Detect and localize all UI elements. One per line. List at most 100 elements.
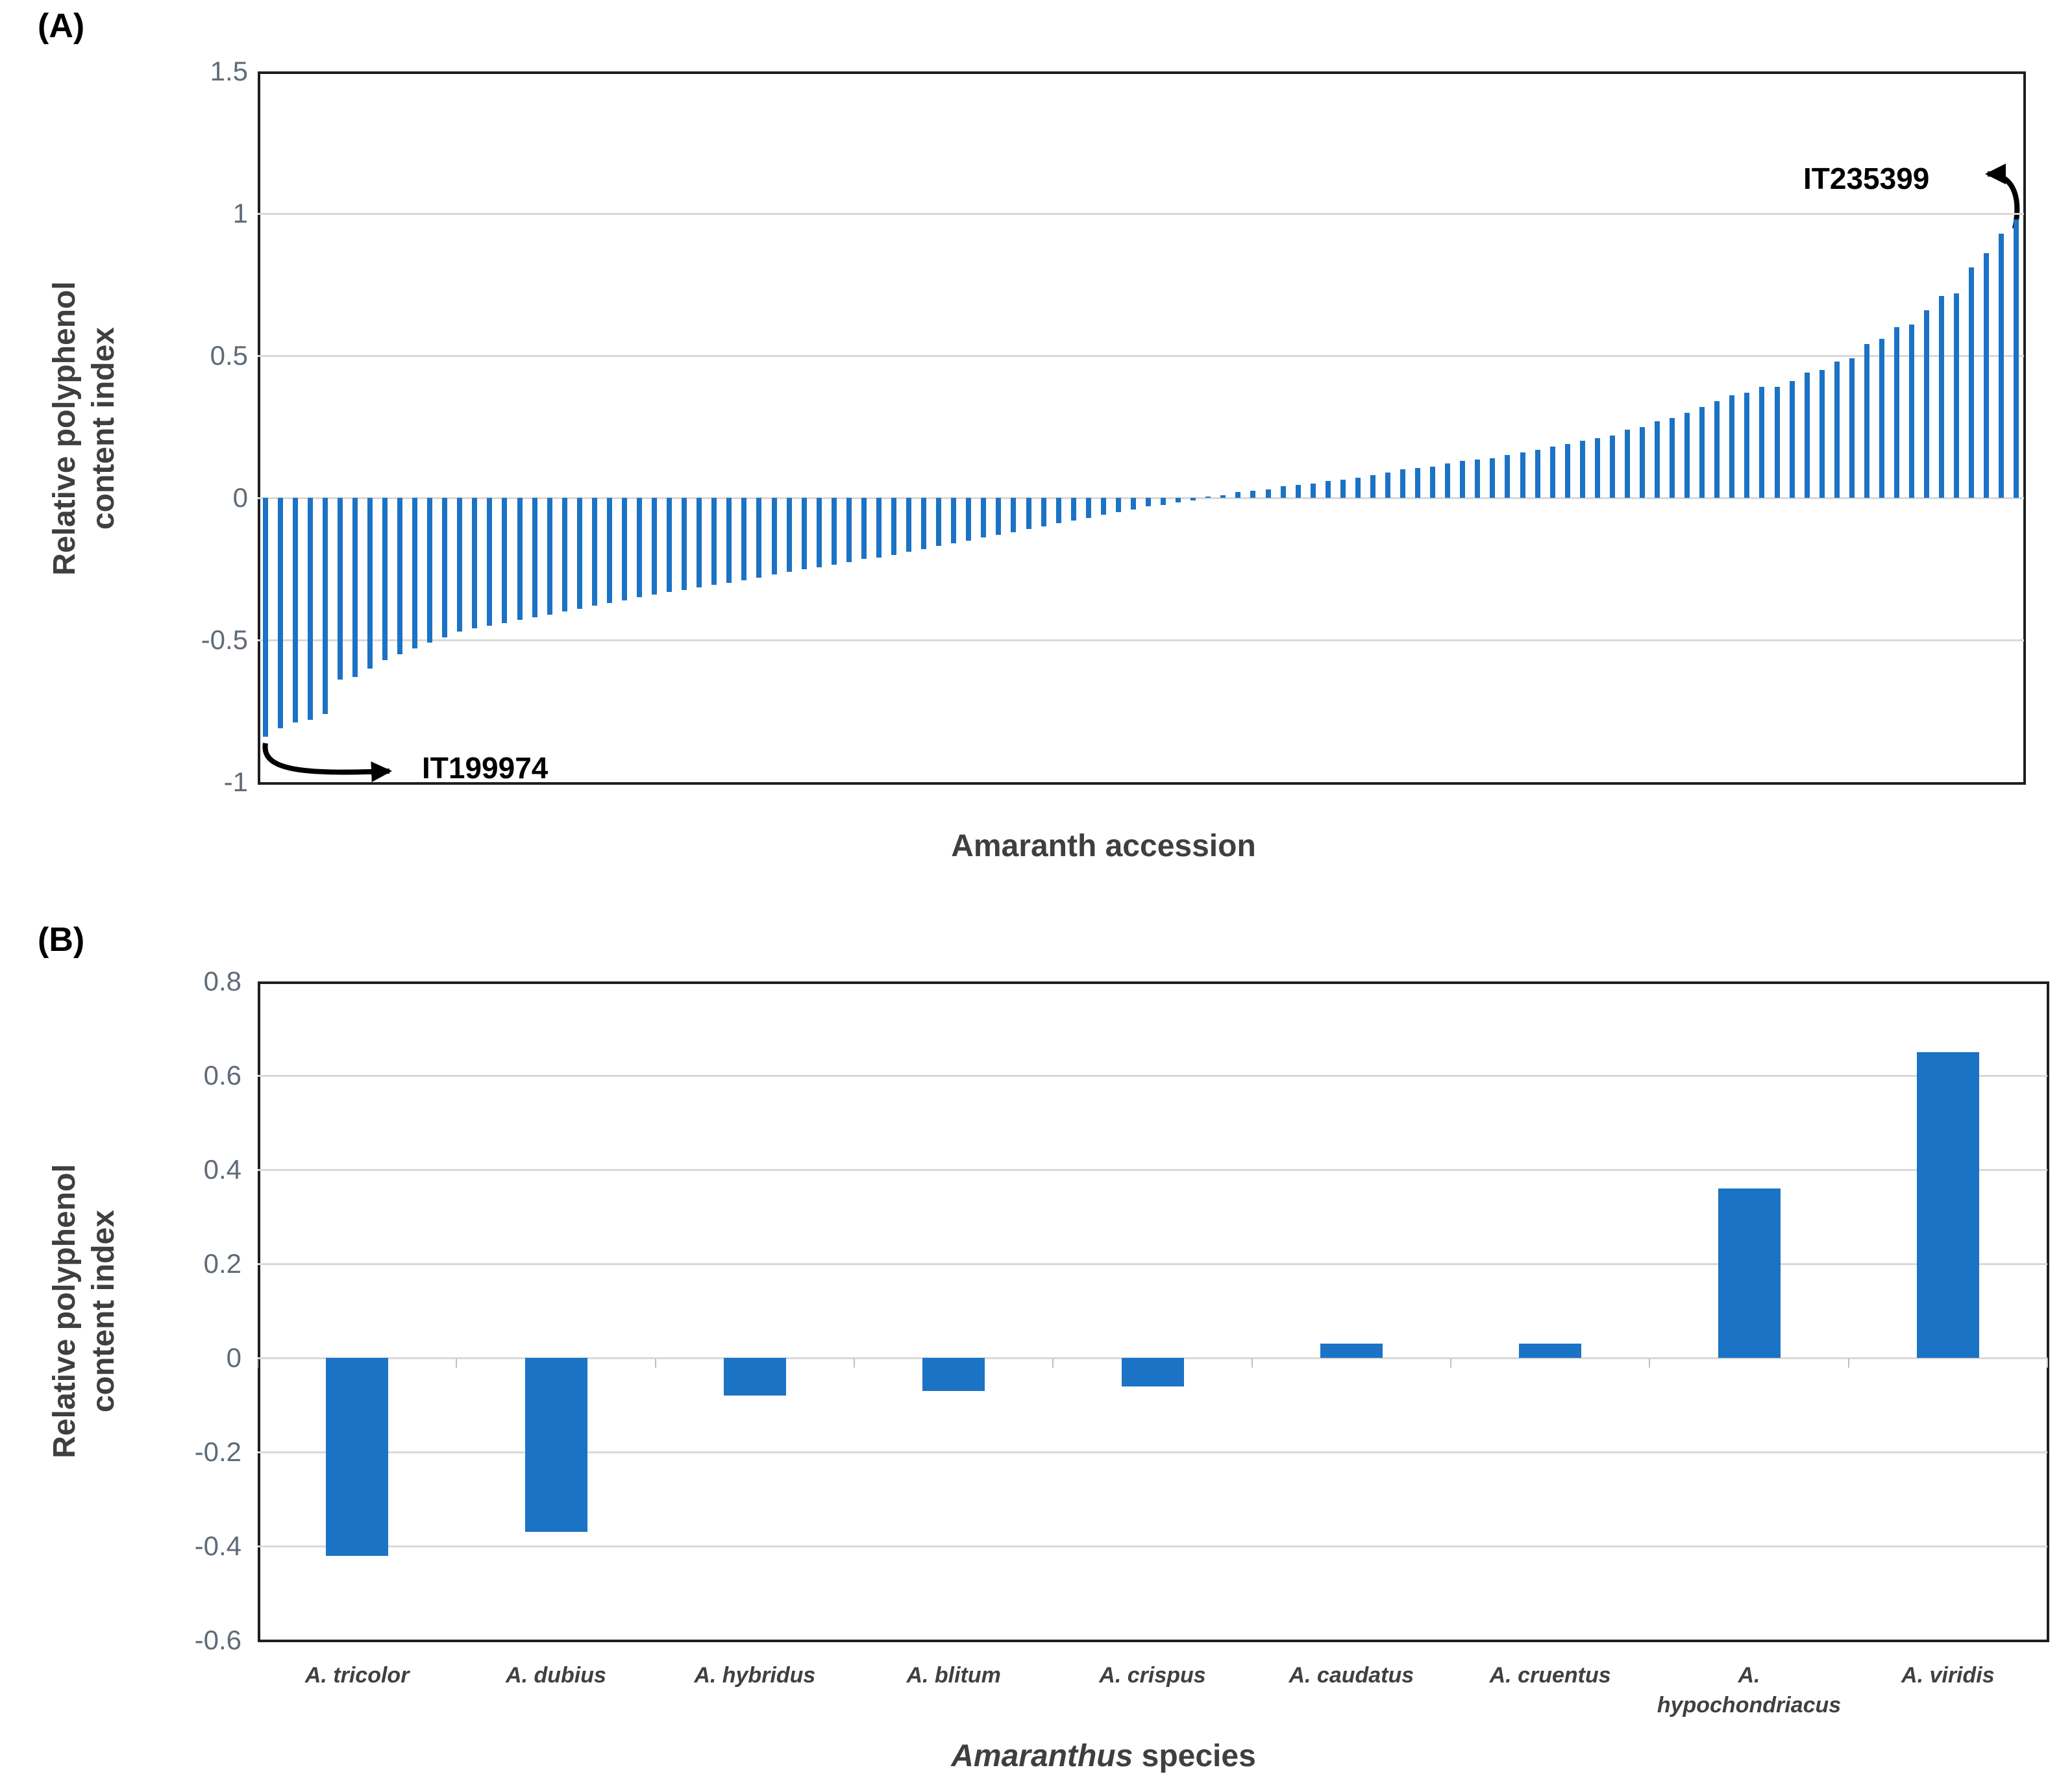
accession-bar xyxy=(771,498,777,575)
accession-bar xyxy=(996,498,1002,535)
accession-bar xyxy=(547,498,552,615)
accession-bar xyxy=(1879,338,1884,498)
accession-bar xyxy=(517,498,523,621)
accession-bar xyxy=(1849,358,1855,498)
accession-bar xyxy=(1415,468,1421,498)
species-category-label-line: A. cruentus xyxy=(1489,1663,1611,1688)
species-axis-tick xyxy=(1450,1359,1451,1368)
panel-b-y-axis-title-line1: Relative polyphenol xyxy=(47,1164,82,1459)
accession-bar xyxy=(1729,395,1735,498)
species-axis-tick xyxy=(1052,1359,1054,1368)
accession-bar xyxy=(1041,498,1046,526)
accession-bar xyxy=(561,498,567,612)
species-category-label-line: A. crispus xyxy=(1099,1663,1206,1688)
accession-bar xyxy=(1594,438,1600,498)
panel-b-y-axis-title-line2: content index xyxy=(86,1209,121,1413)
panel-b-x-axis-title: Amaranthus species xyxy=(221,1738,1986,1774)
panel-a-y-axis-title: Relative polyphenol content index xyxy=(45,281,123,575)
accession-bar xyxy=(891,498,897,555)
accession-bar xyxy=(262,498,268,737)
accession-bar xyxy=(1609,435,1615,498)
species-y-tick-label: -0.2 xyxy=(194,1436,241,1467)
accession-bar xyxy=(367,498,373,669)
accession-bar xyxy=(1834,361,1840,498)
accession-bar xyxy=(1670,418,1675,498)
accession-bar xyxy=(2014,219,2019,498)
accession-bar xyxy=(382,498,388,660)
accession-bar xyxy=(1161,498,1166,505)
accession-bar xyxy=(1280,486,1286,498)
panel-a-letter: (A) xyxy=(38,7,85,45)
panel-b-x-axis-title-genus: Amaranthus xyxy=(951,1739,1133,1773)
accession-bar xyxy=(1924,310,1930,498)
accession-bar xyxy=(1714,401,1720,498)
accession-bar xyxy=(591,498,597,606)
accession-bar xyxy=(1026,498,1031,530)
accession-bar xyxy=(397,498,403,654)
annotation-max-accession: IT235399 xyxy=(1803,162,1930,195)
species-category-label: A. cruentus xyxy=(1440,1660,1660,1690)
accession-bar xyxy=(1804,373,1810,498)
accession-bar xyxy=(472,498,478,629)
accession-bar xyxy=(966,498,972,541)
accession-bar xyxy=(1909,324,1915,498)
accession-bar xyxy=(277,498,283,728)
accession-bar xyxy=(412,498,418,649)
accession-bar xyxy=(1954,293,1960,498)
accession-bar xyxy=(981,498,987,538)
accession-gridline xyxy=(258,497,2024,499)
panel-b-plot-frame xyxy=(258,981,2049,1642)
accession-bar xyxy=(1430,466,1436,498)
species-gridline xyxy=(258,1451,2047,1453)
accession-bar xyxy=(1355,478,1361,498)
accession-bar xyxy=(307,498,313,720)
species-gridline xyxy=(258,1545,2047,1547)
accession-bar xyxy=(1684,412,1690,498)
panel-a-plot-frame xyxy=(258,71,2026,785)
accession-bar xyxy=(427,498,433,643)
species-y-tick-label: 0.2 xyxy=(203,1248,241,1279)
accession-bar xyxy=(1639,426,1645,498)
species-category-label: A. blitum xyxy=(843,1660,1064,1690)
species-gridline xyxy=(258,1169,2047,1171)
accession-bar xyxy=(1340,479,1346,498)
accession-y-tick-label: 0.5 xyxy=(210,340,248,371)
accession-bar xyxy=(1624,429,1630,498)
species-bar xyxy=(1718,1188,1781,1358)
accession-bar xyxy=(1130,498,1136,510)
accession-bar xyxy=(921,498,927,549)
accession-bar xyxy=(1205,496,1211,498)
accession-bar xyxy=(1176,498,1181,502)
accession-bar xyxy=(1655,421,1660,498)
species-category-label-line: A. viridis xyxy=(1901,1663,1995,1688)
accession-bar xyxy=(1100,498,1106,515)
accession-bar xyxy=(1146,498,1152,507)
accession-bar xyxy=(576,498,582,609)
species-bar xyxy=(1320,1344,1383,1358)
accession-bar xyxy=(606,498,612,604)
accession-bar xyxy=(1564,443,1570,498)
accession-bar xyxy=(816,498,822,568)
panel-a-y-axis-title-line1: Relative polyphenol xyxy=(47,281,82,576)
accession-y-tick-label: 0 xyxy=(232,482,248,513)
species-axis-tick xyxy=(854,1359,855,1368)
accession-bar xyxy=(1400,469,1406,498)
accession-bar xyxy=(1190,498,1196,501)
accession-bar xyxy=(1370,474,1375,498)
species-axis-tick xyxy=(2047,1359,2048,1368)
panel-b-x-axis-title-rest: species xyxy=(1133,1739,1256,1773)
species-bar xyxy=(326,1358,389,1556)
species-category-label-line: A. blitum xyxy=(906,1663,1001,1688)
accession-bar xyxy=(846,498,852,562)
accession-bar xyxy=(741,498,747,581)
accession-bar xyxy=(637,498,642,598)
species-y-tick-label: 0 xyxy=(226,1342,241,1373)
accession-bar xyxy=(1759,387,1765,498)
species-gridline xyxy=(258,1263,2047,1265)
accession-bar xyxy=(1699,406,1705,498)
accession-bar xyxy=(1819,369,1825,498)
accession-bar xyxy=(1220,495,1226,498)
species-category-label: A. viridis xyxy=(1838,1660,2058,1690)
accession-bar xyxy=(801,498,807,569)
